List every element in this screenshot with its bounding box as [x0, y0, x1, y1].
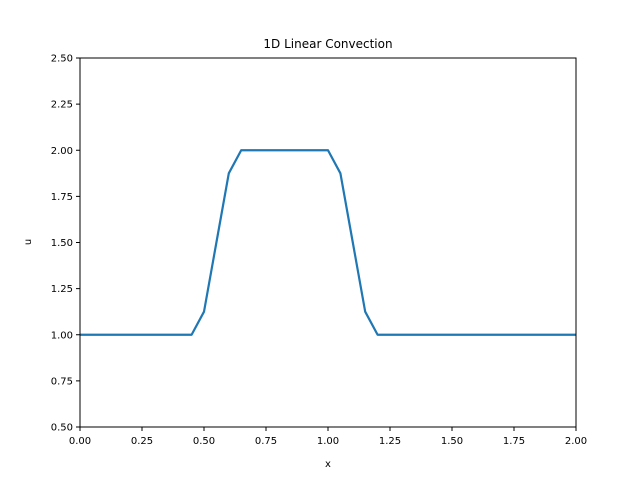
- y-tick-label: 1.00: [51, 330, 73, 341]
- series-line-0: [80, 149, 576, 336]
- x-tick-label: 1.75: [503, 436, 525, 447]
- y-tick-label: 1.25: [51, 284, 73, 295]
- y-axis-label: u: [23, 239, 34, 245]
- y-tick-label: 0.50: [51, 423, 73, 434]
- x-tick-label: 2.00: [565, 436, 587, 447]
- y-tick-label: 1.75: [51, 192, 73, 203]
- chart-title: 1D Linear Convection: [263, 37, 392, 51]
- x-axis: 0.00 0.25 0.50 0.75 1.00 1.25 1.50 1.75 2.00: [69, 427, 587, 447]
- y-tick-label: 2.25: [51, 100, 73, 111]
- x-tick-label: 0.75: [255, 436, 277, 447]
- x-axis-label: x: [325, 459, 331, 470]
- axes-frame: [79, 57, 577, 428]
- x-tick-label: 1.25: [379, 436, 401, 447]
- x-tick-label: 1.00: [317, 436, 339, 447]
- x-tick-label: 0.00: [69, 436, 91, 447]
- y-tick-label: 0.75: [51, 376, 73, 387]
- plot-area: [79, 57, 577, 428]
- y-tick-label: 1.50: [51, 238, 73, 249]
- y-axis: 0.50 0.75 1.00 1.25 1.50 1.75 2.00 2.25 2.50: [51, 54, 80, 434]
- x-tick-label: 0.50: [193, 436, 215, 447]
- x-tick-label: 1.50: [441, 436, 463, 447]
- y-tick-label: 2.50: [51, 54, 73, 65]
- x-tick-label: 0.25: [131, 436, 153, 447]
- y-tick-label: 2.00: [51, 146, 73, 157]
